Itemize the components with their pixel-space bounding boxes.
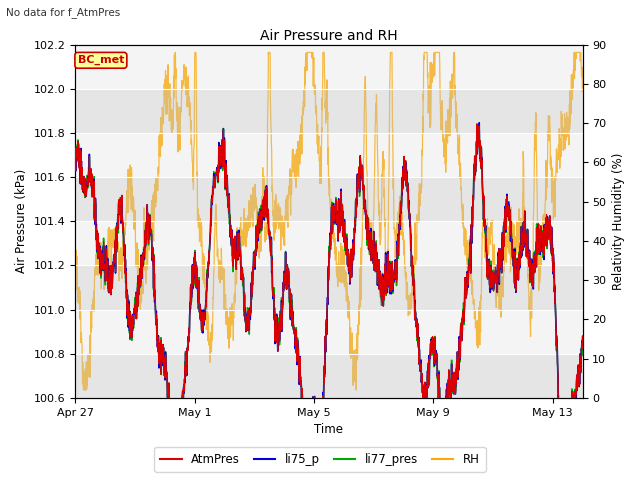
X-axis label: Time: Time xyxy=(314,423,344,436)
Y-axis label: Air Pressure (kPa): Air Pressure (kPa) xyxy=(15,169,28,274)
Bar xyxy=(75,354,582,398)
Bar xyxy=(75,221,582,265)
Y-axis label: Relativity Humidity (%): Relativity Humidity (%) xyxy=(612,153,625,290)
Bar xyxy=(75,177,582,221)
Text: BC_met: BC_met xyxy=(77,55,124,65)
Bar xyxy=(75,310,582,354)
Bar xyxy=(75,133,582,177)
Legend: AtmPres, li75_p, li77_pres, RH: AtmPres, li75_p, li77_pres, RH xyxy=(154,447,486,472)
Bar xyxy=(75,45,582,89)
Title: Air Pressure and RH: Air Pressure and RH xyxy=(260,29,397,43)
Text: No data for f_AtmPres: No data for f_AtmPres xyxy=(6,7,121,18)
Bar xyxy=(75,89,582,133)
Bar xyxy=(75,265,582,310)
